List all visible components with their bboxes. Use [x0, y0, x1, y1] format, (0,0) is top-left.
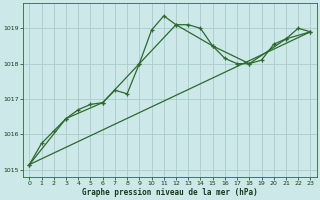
X-axis label: Graphe pression niveau de la mer (hPa): Graphe pression niveau de la mer (hPa) [82, 188, 258, 197]
